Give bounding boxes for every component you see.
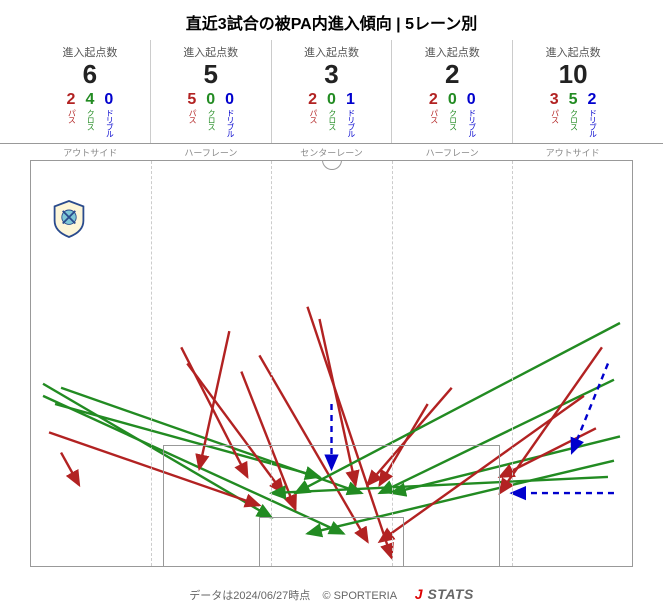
lane-divider xyxy=(512,161,513,566)
pass-count: 2 xyxy=(67,91,76,109)
chart-title: 直近3試合の被PA内進入傾向 | 5レーン別 xyxy=(0,0,663,40)
breakdown: 2パス 0クロス 1ドリブル xyxy=(272,91,392,138)
dribble-count: 0 xyxy=(467,91,476,109)
lane-column: 進入起点数 6 2パス 4クロス 0ドリブル xyxy=(30,40,150,143)
pass-label: パス xyxy=(429,109,438,123)
cross-count: 4 xyxy=(85,91,94,109)
entry-label: 進入起点数 xyxy=(392,44,512,60)
stats-logo: J STATS xyxy=(415,586,474,602)
entry-total: 6 xyxy=(30,60,150,89)
six-yard-box xyxy=(259,517,403,566)
cross-label: クロス xyxy=(569,109,578,130)
dribble-arrow xyxy=(572,364,608,453)
dribble-label: ドリブル xyxy=(346,109,355,137)
lane-column: 進入起点数 10 3パス 5クロス 2ドリブル xyxy=(512,40,633,143)
lane-name: センターレーン xyxy=(271,146,392,159)
entry-label: 進入起点数 xyxy=(272,44,392,60)
entry-total: 5 xyxy=(151,60,271,89)
pass-count: 2 xyxy=(429,91,438,109)
cross-count: 0 xyxy=(327,91,336,109)
pass-label: パス xyxy=(67,109,76,123)
entry-total: 10 xyxy=(513,60,633,89)
cross-label: クロス xyxy=(206,109,215,130)
pass-count: 2 xyxy=(308,91,317,109)
lane-column: 進入起点数 5 5パス 0クロス 0ドリブル xyxy=(150,40,271,143)
lane-name: ハーフレーン xyxy=(392,146,513,159)
dribble-count: 1 xyxy=(346,91,355,109)
dribble-count: 2 xyxy=(588,91,597,109)
pass-label: パス xyxy=(187,109,196,123)
dribble-label: ドリブル xyxy=(467,109,476,137)
entry-label: 進入起点数 xyxy=(513,44,633,60)
lane-column: 進入起点数 2 2パス 0クロス 0ドリブル xyxy=(391,40,512,143)
pass-label: パス xyxy=(308,109,317,123)
entry-total: 3 xyxy=(272,60,392,89)
dribble-count: 0 xyxy=(104,91,113,109)
breakdown: 2パス 0クロス 0ドリブル xyxy=(392,91,512,138)
lane-name: アウトサイド xyxy=(512,146,633,159)
pass-count: 5 xyxy=(187,91,196,109)
dribble-label: ドリブル xyxy=(225,109,234,137)
lane-column: 進入起点数 3 2パス 0クロス 1ドリブル xyxy=(271,40,392,143)
cross-count: 0 xyxy=(448,91,457,109)
lane-divider xyxy=(151,161,152,566)
pass-count: 3 xyxy=(550,91,559,109)
dribble-count: 0 xyxy=(225,91,234,109)
breakdown: 2パス 4クロス 0ドリブル xyxy=(30,91,150,138)
entry-total: 2 xyxy=(392,60,512,89)
entry-label: 進入起点数 xyxy=(30,44,150,60)
footer: データは2024/06/27時点 © SPORTERIA J STATS xyxy=(0,586,663,603)
lane-name: アウトサイド xyxy=(30,146,151,159)
pass-arrow xyxy=(61,453,79,485)
data-date-note: データは2024/06/27時点 xyxy=(189,590,310,602)
lane-names-row: アウトサイドハーフレーンセンターレーンハーフレーンアウトサイド xyxy=(0,144,663,159)
pitch-area xyxy=(30,160,633,567)
cross-count: 0 xyxy=(206,91,215,109)
cross-label: クロス xyxy=(85,109,94,130)
entry-label: 進入起点数 xyxy=(151,44,271,60)
cross-count: 5 xyxy=(569,91,578,109)
lanes-header: 進入起点数 6 2パス 4クロス 0ドリブル 進入起点数 5 5パス 0クロス … xyxy=(0,40,663,144)
lane-name: ハーフレーン xyxy=(151,146,272,159)
cross-label: クロス xyxy=(327,109,336,130)
cross-label: クロス xyxy=(448,109,457,130)
breakdown: 3パス 5クロス 2ドリブル xyxy=(513,91,633,138)
breakdown: 5パス 0クロス 0ドリブル xyxy=(151,91,271,138)
chart-container: 直近3試合の被PA内進入傾向 | 5レーン別 進入起点数 6 2パス 4クロス … xyxy=(0,0,663,611)
dribble-label: ドリブル xyxy=(104,109,113,137)
copyright: © SPORTERIA xyxy=(323,590,397,602)
dribble-label: ドリブル xyxy=(588,109,597,137)
pass-label: パス xyxy=(550,109,559,123)
